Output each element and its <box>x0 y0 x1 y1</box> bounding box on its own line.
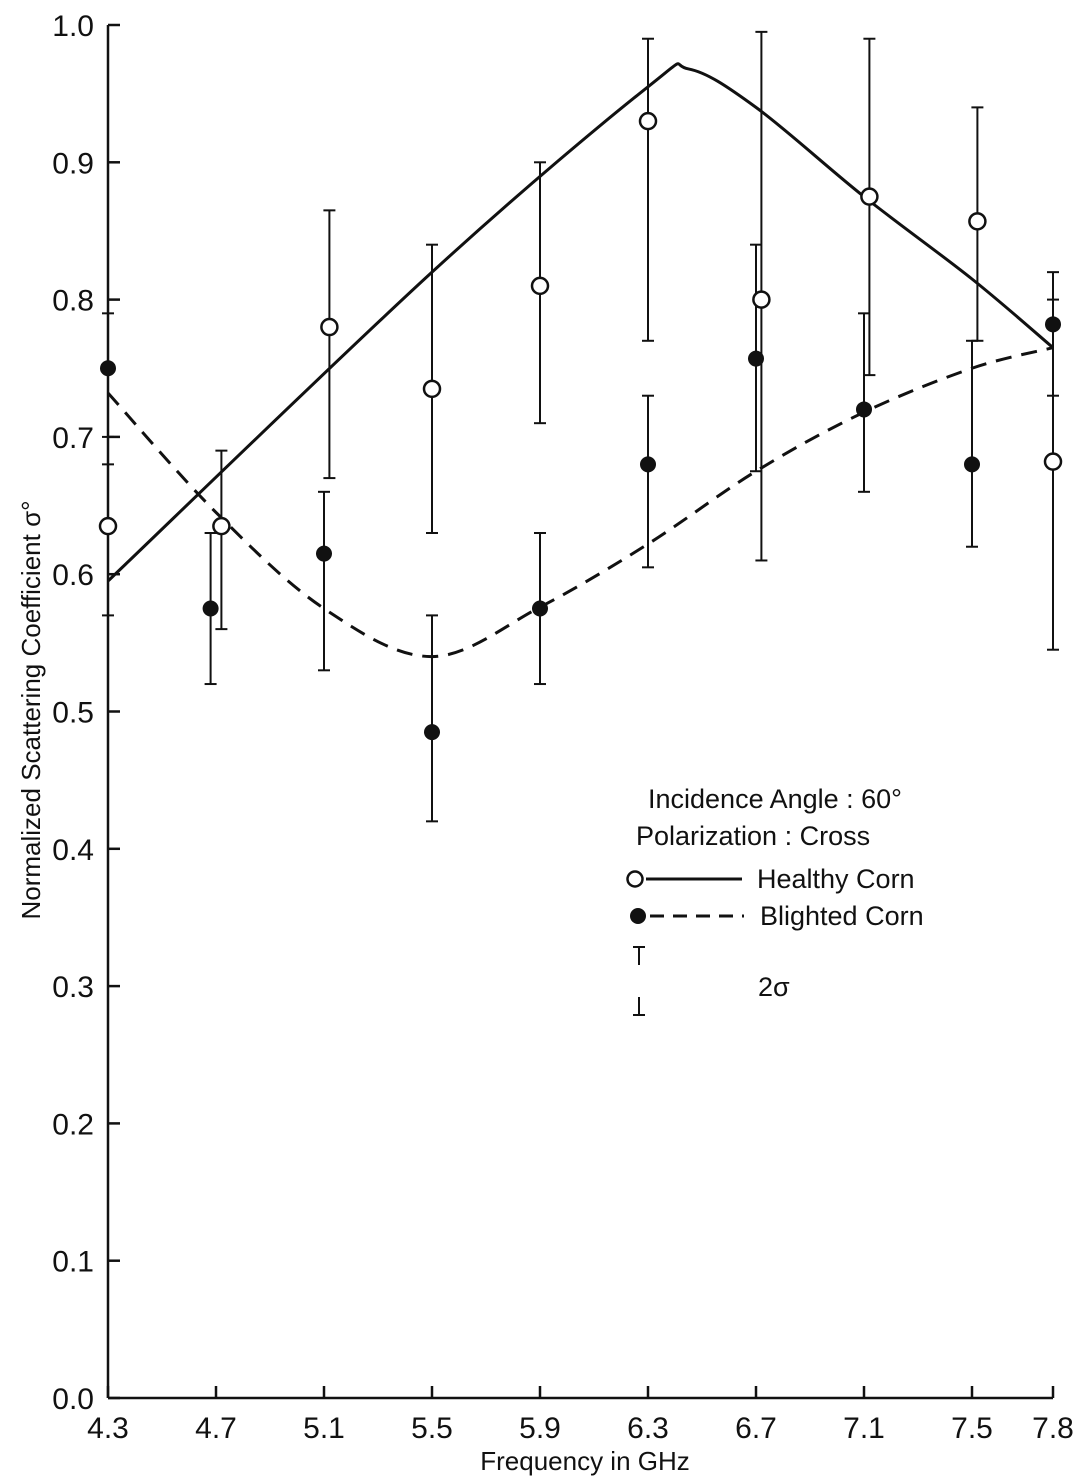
data-points <box>98 111 1063 741</box>
x-tick-label: 4.7 <box>195 1412 237 1445</box>
blighted-corn-point <box>100 360 116 377</box>
legend-healthy-marker <box>626 870 644 888</box>
healthy-corn-point <box>860 187 879 206</box>
legend-healthy-label: Healthy Corn <box>757 864 915 894</box>
y-tick-label: 0.6 <box>52 559 94 592</box>
blighted-corn-point <box>316 545 332 562</box>
x-tick-label: 5.1 <box>303 1412 345 1445</box>
y-tick-label: 0.5 <box>52 697 94 730</box>
blighted-corn-point <box>532 600 548 617</box>
healthy-corn-point <box>422 379 442 399</box>
healthy-corn-point <box>320 317 339 337</box>
fitted-curves <box>106 62 1054 659</box>
error-bars <box>102 30 1059 823</box>
blighted-corn-point <box>748 350 764 367</box>
healthy-corn-point <box>530 276 550 296</box>
healthy-corn-curve <box>106 62 1054 583</box>
y-tick-label: 0.0 <box>52 1383 94 1416</box>
blighted-corn-point <box>856 401 872 418</box>
blighted-corn-point <box>1045 316 1061 333</box>
y-tick-label: 0.7 <box>52 422 94 455</box>
x-tick-label: 6.7 <box>735 1412 777 1445</box>
blighted-corn-point <box>964 456 980 473</box>
healthy-corn-point <box>752 290 771 309</box>
x-tick-label: 7.1 <box>843 1412 885 1445</box>
legend-errorbar-label: 2σ <box>758 972 790 1002</box>
y-tick-label: 0.4 <box>52 834 94 867</box>
blighted-corn-point <box>424 724 440 741</box>
x-tick-label: 7.5 <box>951 1412 993 1445</box>
legend-polarization: Polarization : Cross <box>636 821 870 851</box>
blighted-corn-curve <box>106 346 1054 659</box>
healthy-corn-point <box>638 111 658 131</box>
y-tick-label: 0.9 <box>52 147 94 180</box>
healthy-corn-point <box>968 212 987 231</box>
y-tick-label: 0.1 <box>52 1246 94 1279</box>
x-tick-label: 5.9 <box>519 1412 561 1445</box>
legend: Incidence Angle : 60° Polarization : Cro… <box>626 784 924 1016</box>
blighted-corn-point <box>640 456 656 473</box>
legend-incidence-angle: Incidence Angle : 60° <box>648 784 902 814</box>
healthy-corn-point <box>212 516 231 536</box>
y-tick-label: 0.3 <box>52 971 94 1004</box>
x-tick-label: 4.3 <box>87 1412 129 1445</box>
healthy-corn-point <box>1043 452 1063 471</box>
y-tick-label: 0.2 <box>52 1108 94 1141</box>
legend-blighted-label: Blighted Corn <box>760 901 924 931</box>
blighted-corn-point <box>202 600 219 617</box>
axes: 0.0 0.1 0.2 0.3 0.4 0.5 0.6 0.7 0.8 0.9 1.0 4.3 4.7 5… <box>52 10 1074 1445</box>
healthy-corn-point <box>98 516 118 536</box>
x-tick-label: 7.8 <box>1032 1412 1074 1445</box>
legend-blighted-marker <box>630 908 646 924</box>
x-axis-title: Frequency in GHz <box>480 1446 690 1476</box>
legend-errorbar-symbol <box>633 946 645 1016</box>
y-axis-title: Normalized Scattering Coefficient σ° <box>16 500 46 919</box>
x-tick-label: 6.3 <box>627 1412 669 1445</box>
y-tick-label: 0.8 <box>52 285 94 318</box>
x-tick-label: 5.5 <box>411 1412 453 1445</box>
y-tick-label: 1.0 <box>52 10 94 43</box>
